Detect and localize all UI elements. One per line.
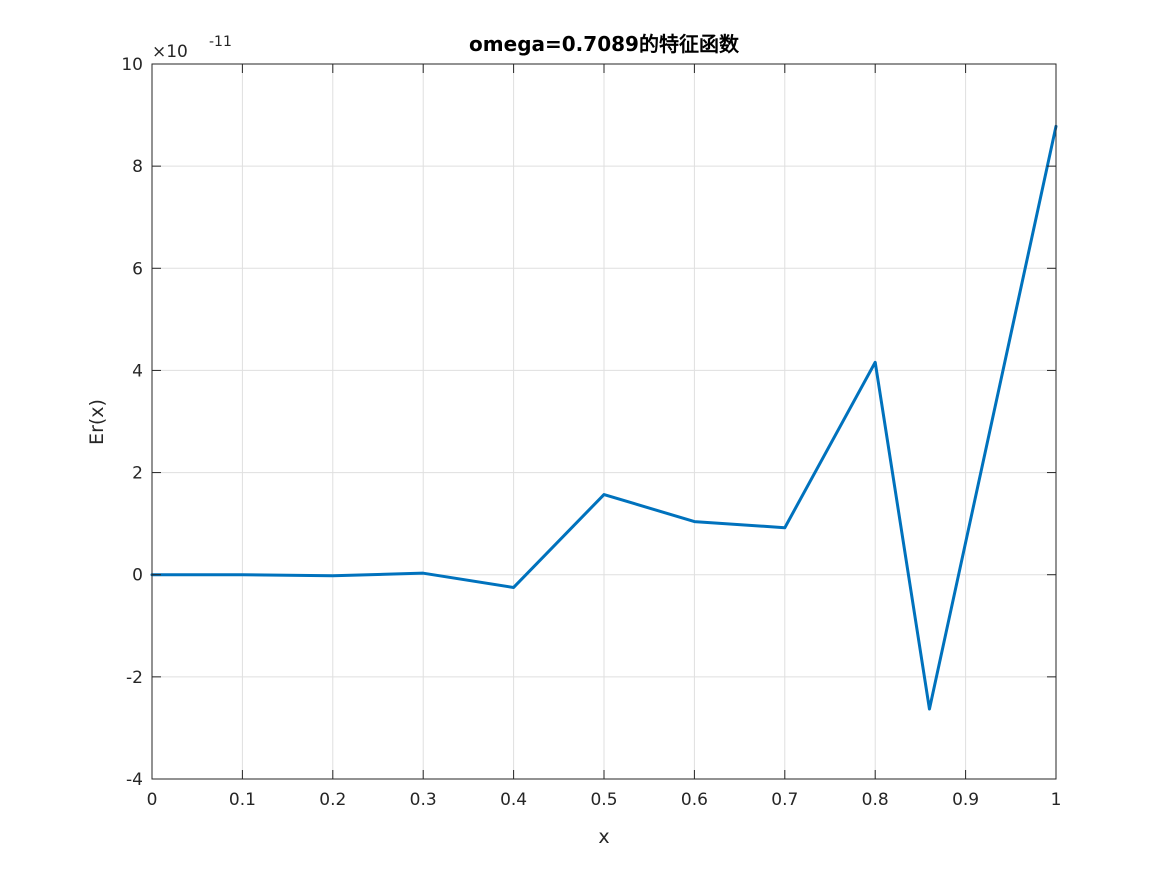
x-tick-label: 0.6 — [681, 790, 708, 810]
x-tick-label: 0.9 — [952, 790, 979, 810]
x-tick-label: 0.5 — [590, 790, 617, 810]
y-exponent-base: ×10 — [152, 42, 188, 62]
y-tick-label: -4 — [126, 770, 143, 790]
y-tick-label: 0 — [132, 566, 143, 586]
y-tick-label: 6 — [132, 259, 143, 279]
y-tick-label: 10 — [121, 55, 143, 75]
y-axis-label: Er(x) — [86, 399, 108, 445]
tick-layer: 0 0.1 0.2 0.3 0.4 0.5 0.6 0.7 0.8 0.9 1 -4 -2 0 2 4 6 8 10 — [121, 55, 1061, 810]
x-tick-label: 0.8 — [862, 790, 889, 810]
chart-title: omega=0.7089的特征函数 — [469, 32, 740, 56]
y-tick-label: 8 — [132, 157, 143, 177]
x-axis-label: x — [598, 826, 609, 848]
y-exponent-label: ×10 -11 — [152, 34, 232, 62]
x-tick-label: 0 — [147, 790, 158, 810]
y-exponent-power: -11 — [209, 34, 232, 50]
x-tick-label: 1 — [1051, 790, 1062, 810]
x-tick-label: 0.7 — [771, 790, 798, 810]
x-tick-label: 0.4 — [500, 790, 527, 810]
y-tick-label: -2 — [126, 668, 143, 688]
y-tick-label: 2 — [132, 464, 143, 484]
series-layer — [150, 124, 1058, 711]
series-line — [150, 124, 1058, 711]
x-tick-label: 0.1 — [229, 790, 256, 810]
grid-layer — [151, 63, 1057, 780]
x-tick-label: 0.2 — [319, 790, 346, 810]
x-tick-label: 0.3 — [410, 790, 437, 810]
y-tick-label: 4 — [132, 361, 143, 381]
